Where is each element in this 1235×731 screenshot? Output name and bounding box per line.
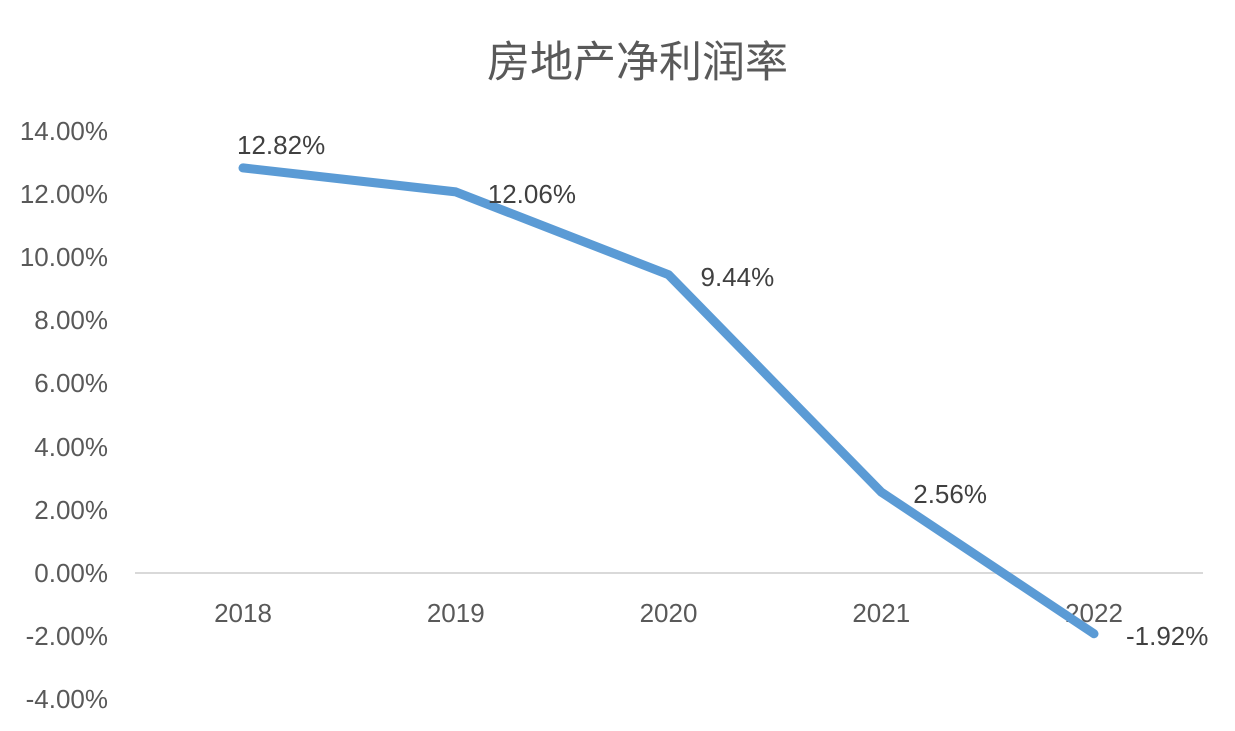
y-axis-tick-label: 0.00% [34,558,108,588]
y-axis-tick-label: 4.00% [34,431,108,462]
data-point-label: 2.56% [913,479,987,510]
chart-title: 房地产净利润率 [487,39,788,87]
data-point-label: -1.92% [1126,620,1209,651]
x-axis-category-label: 2021 [852,598,911,628]
y-axis-tick-label: 6.00% [34,368,108,399]
data-point-label: 12.06% [487,178,576,209]
data-point-label: 12.82% [237,129,326,160]
y-axis-tick-label: -4.00% [25,684,108,715]
series-line [238,163,1099,639]
y-axis-tick-label: 8.00% [34,305,108,336]
y-axis-tick-label: -2.00% [25,621,108,652]
y-axis-tick-label: 12.00% [19,178,108,209]
x-axis-category-label: 2020 [639,598,698,628]
y-axis-tick-label: 14.00% [19,115,108,146]
x-axis-category-label: 2019 [426,598,485,628]
x-axis-category-label: 2018 [214,598,272,628]
y-axis-tick-label: 2.00% [34,494,108,525]
data-point-label: 9.44% [700,261,775,292]
zero-gridline [135,572,1203,574]
y-axis-tick-label: 10.00% [19,242,108,272]
